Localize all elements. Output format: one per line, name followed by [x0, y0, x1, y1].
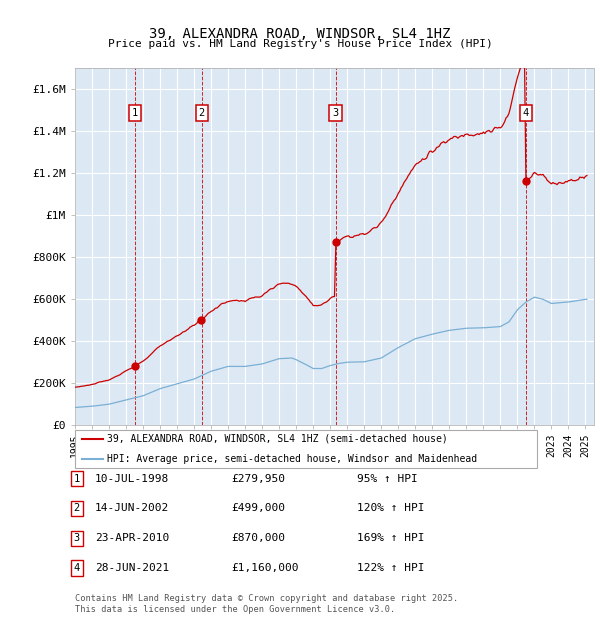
Text: 23-APR-2010: 23-APR-2010 — [95, 533, 169, 543]
Text: Price paid vs. HM Land Registry's House Price Index (HPI): Price paid vs. HM Land Registry's House … — [107, 39, 493, 49]
Text: 169% ↑ HPI: 169% ↑ HPI — [357, 533, 425, 543]
Text: 39, ALEXANDRA ROAD, WINDSOR, SL4 1HZ: 39, ALEXANDRA ROAD, WINDSOR, SL4 1HZ — [149, 27, 451, 41]
Text: 1: 1 — [74, 474, 80, 484]
Text: £279,950: £279,950 — [231, 474, 285, 484]
Text: 39, ALEXANDRA ROAD, WINDSOR, SL4 1HZ (semi-detached house): 39, ALEXANDRA ROAD, WINDSOR, SL4 1HZ (se… — [107, 434, 448, 444]
Text: £499,000: £499,000 — [231, 503, 285, 513]
Text: 2: 2 — [199, 108, 205, 118]
Text: 3: 3 — [74, 533, 80, 543]
Text: 10-JUL-1998: 10-JUL-1998 — [95, 474, 169, 484]
Text: £1,160,000: £1,160,000 — [231, 563, 299, 573]
Text: 28-JUN-2021: 28-JUN-2021 — [95, 563, 169, 573]
Text: 14-JUN-2002: 14-JUN-2002 — [95, 503, 169, 513]
FancyBboxPatch shape — [75, 430, 537, 468]
Text: 95% ↑ HPI: 95% ↑ HPI — [357, 474, 418, 484]
Text: Contains HM Land Registry data © Crown copyright and database right 2025.
This d: Contains HM Land Registry data © Crown c… — [75, 595, 458, 614]
Text: 122% ↑ HPI: 122% ↑ HPI — [357, 563, 425, 573]
Text: 3: 3 — [332, 108, 338, 118]
Text: 2: 2 — [74, 503, 80, 513]
Text: 4: 4 — [74, 563, 80, 573]
Text: 120% ↑ HPI: 120% ↑ HPI — [357, 503, 425, 513]
Text: HPI: Average price, semi-detached house, Windsor and Maidenhead: HPI: Average price, semi-detached house,… — [107, 454, 478, 464]
Text: £870,000: £870,000 — [231, 533, 285, 543]
Text: 1: 1 — [132, 108, 138, 118]
Text: 4: 4 — [523, 108, 529, 118]
